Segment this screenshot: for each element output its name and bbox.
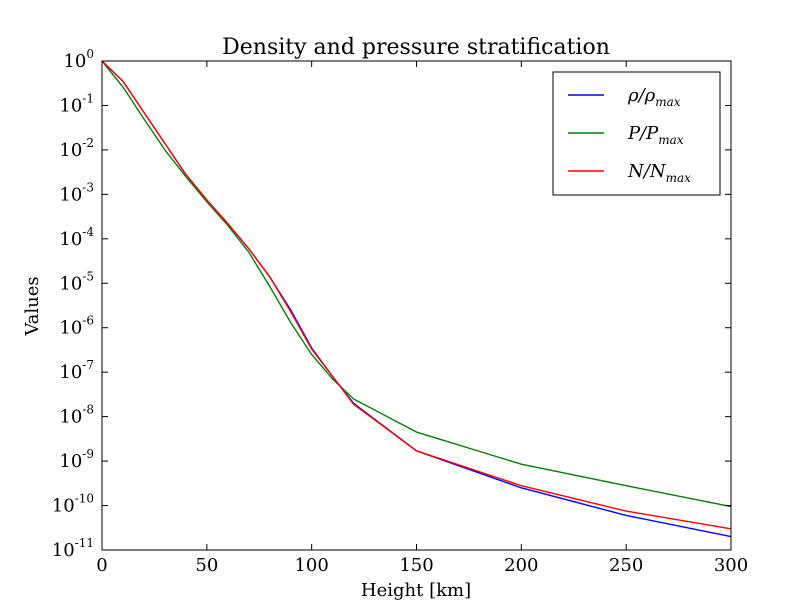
y-tick-label: 10-6 (59, 314, 94, 339)
x-tick-label: 100 (294, 555, 328, 576)
x-axis-label: Height [km] (361, 580, 471, 601)
y-tick-label: 10-3 (59, 180, 94, 205)
y-tick-label: 10-2 (59, 136, 94, 161)
y-tick-label: 100 (63, 47, 94, 72)
series-line-2 (101, 60, 732, 530)
x-axis-ticks: 0 50 100 150 200 250 300 (96, 61, 748, 576)
y-tick-label: 10-11 (52, 536, 94, 561)
x-tick-label: 200 (504, 555, 538, 576)
y-tick-label: 10-4 (59, 225, 94, 250)
series-line-1 (101, 60, 732, 508)
legend-label-0: ρ/ρmax (627, 85, 681, 109)
y-tick-label: 10-10 (52, 492, 94, 517)
y-axis-label: Values (22, 276, 43, 336)
y-axis-ticks: 100 10-1 10-2 10-3 10-4 10-5 10-6 10-7 10-8 10-9 1… (52, 47, 731, 561)
y-tick-label: 10-5 (59, 269, 94, 294)
legend: ρ/ρmax P/Pmax N/Nmax (552, 71, 721, 196)
y-tick-label: 10-9 (59, 447, 94, 472)
x-tick-label: 250 (609, 555, 643, 576)
x-tick-label: 0 (96, 555, 107, 576)
chart-title: Density and pressure stratification (222, 35, 610, 60)
plot-area: 0 50 100 150 200 250 300 10010-110-210-310-410… (52, 47, 748, 576)
legend-label-2: N/Nmax (627, 161, 691, 185)
series-layer (101, 60, 732, 538)
legend-label-1: P/Pmax (627, 123, 684, 147)
x-tick-label: 300 (714, 555, 748, 576)
x-tick-label: 150 (399, 555, 433, 576)
y-tick-label: 10-8 (59, 403, 94, 428)
y-tick-label: 10-7 (59, 358, 94, 383)
y-tick-label: 10-1 (59, 91, 94, 116)
x-tick-label: 50 (195, 555, 218, 576)
